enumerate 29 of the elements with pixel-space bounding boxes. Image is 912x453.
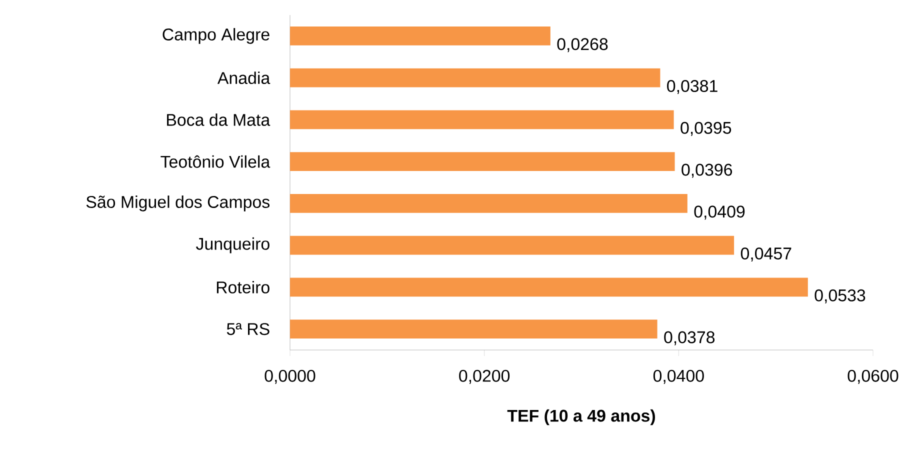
data-label: 0,0381 (667, 80, 718, 94)
y-tick-label: São Miguel dos Campos (86, 196, 270, 212)
bar (290, 152, 675, 171)
bar (290, 320, 658, 338)
x-tick-label: 0,0200 (459, 370, 510, 384)
bar (290, 68, 660, 88)
x-tick-label: 0,0000 (264, 370, 316, 384)
data-label: 0,0457 (740, 248, 792, 262)
data-label: 0,0268 (557, 38, 608, 52)
bar (290, 110, 674, 130)
bar (290, 26, 550, 46)
y-tick-label: Teotônio Vilela (160, 155, 270, 168)
data-label: 0,0378 (664, 331, 715, 346)
data-label: 0,0396 (682, 164, 732, 178)
x-tick-label: 0,0400 (653, 370, 704, 384)
x-axis-title: TEF (10 a 49 anos) (507, 409, 655, 426)
bar (290, 236, 734, 255)
bar (290, 278, 808, 297)
y-tick-label: Roteiro (216, 280, 270, 294)
y-tick-label: Junqueiro (196, 237, 270, 254)
data-label: 0,0395 (680, 122, 732, 136)
data-label: 0,0409 (694, 206, 745, 220)
y-tick-label: 5ª RS (226, 323, 270, 336)
x-tick-label: 0,0600 (848, 370, 898, 384)
bar (290, 194, 688, 213)
data-label: 0,0533 (814, 289, 866, 304)
y-tick-label: Anadia (217, 72, 270, 84)
y-tick-label: Campo Alegre (162, 28, 270, 44)
y-tick-label: Boca da Mata (167, 113, 270, 126)
